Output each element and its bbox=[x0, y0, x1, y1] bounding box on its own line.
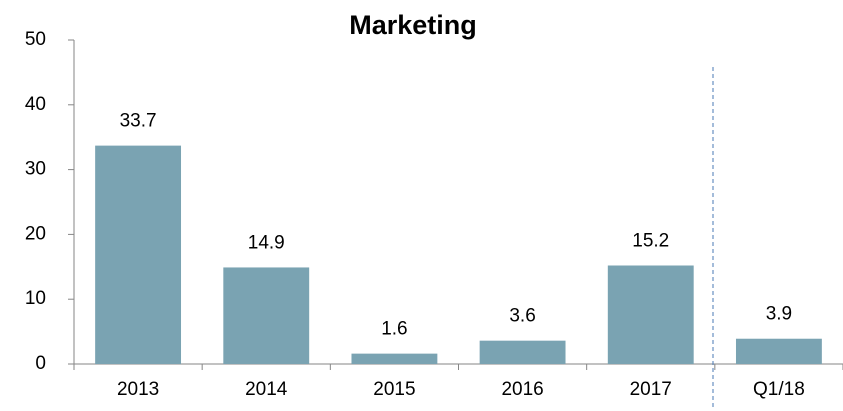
y-tick-label: 40 bbox=[25, 94, 46, 115]
value-label: 14.9 bbox=[248, 232, 285, 253]
x-tick-label: 2013 bbox=[117, 379, 159, 400]
bar bbox=[351, 353, 438, 364]
bar bbox=[95, 145, 182, 364]
bar bbox=[479, 340, 566, 364]
y-tick-label: 20 bbox=[25, 223, 46, 244]
value-label: 3.6 bbox=[509, 306, 535, 327]
x-tick-label: 2014 bbox=[245, 379, 288, 400]
y-tick-label: 30 bbox=[25, 159, 46, 180]
chart-title: Marketing bbox=[349, 10, 477, 40]
bar bbox=[735, 338, 822, 364]
x-tick-label: 2015 bbox=[373, 379, 415, 400]
value-label: 1.6 bbox=[381, 319, 407, 340]
value-label: 33.7 bbox=[120, 111, 157, 132]
y-tick-label: 0 bbox=[35, 353, 46, 374]
value-label: 3.9 bbox=[766, 304, 792, 325]
x-tick-label: 2016 bbox=[501, 379, 543, 400]
bar bbox=[607, 265, 694, 364]
y-tick-label: 50 bbox=[25, 29, 46, 50]
y-tick-label: 10 bbox=[25, 288, 46, 309]
x-tick-label: Q1/18 bbox=[753, 379, 805, 400]
bar bbox=[223, 267, 310, 364]
value-label: 15.2 bbox=[632, 231, 669, 252]
x-tick-label: 2017 bbox=[630, 379, 672, 400]
